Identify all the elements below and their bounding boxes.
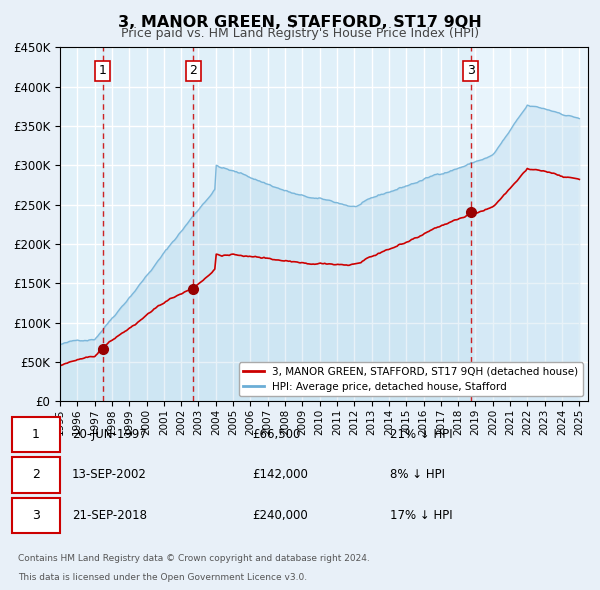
Text: 1: 1 [99, 64, 107, 77]
Text: 20-JUN-1997: 20-JUN-1997 [72, 428, 147, 441]
Text: £142,000: £142,000 [252, 468, 308, 481]
Text: 21% ↓ HPI: 21% ↓ HPI [390, 428, 452, 441]
Text: 3, MANOR GREEN, STAFFORD, ST17 9QH: 3, MANOR GREEN, STAFFORD, ST17 9QH [118, 15, 482, 30]
Text: 3: 3 [32, 509, 40, 522]
FancyBboxPatch shape [12, 457, 60, 493]
FancyBboxPatch shape [12, 498, 60, 533]
Text: 2: 2 [190, 64, 197, 77]
Text: Contains HM Land Registry data © Crown copyright and database right 2024.: Contains HM Land Registry data © Crown c… [18, 553, 370, 563]
FancyBboxPatch shape [12, 417, 60, 452]
Bar [103, 47, 193, 401]
Text: 17% ↓ HPI: 17% ↓ HPI [390, 509, 452, 522]
Text: 1: 1 [32, 428, 40, 441]
Text: This data is licensed under the Open Government Licence v3.0.: This data is licensed under the Open Gov… [18, 573, 307, 582]
Legend: 3, MANOR GREEN, STAFFORD, ST17 9QH (detached house), HPI: Average price, detache: 3, MANOR GREEN, STAFFORD, ST17 9QH (deta… [239, 362, 583, 396]
Bar [60, 47, 103, 401]
Text: Price paid vs. HM Land Registry's House Price Index (HPI): Price paid vs. HM Land Registry's House … [121, 27, 479, 40]
Text: 13-SEP-2002: 13-SEP-2002 [72, 468, 147, 481]
Text: 21-SEP-2018: 21-SEP-2018 [72, 509, 147, 522]
Text: 8% ↓ HPI: 8% ↓ HPI [390, 468, 445, 481]
Text: £240,000: £240,000 [252, 509, 308, 522]
Text: £66,500: £66,500 [252, 428, 301, 441]
Text: 3: 3 [467, 64, 475, 77]
Text: 2: 2 [32, 468, 40, 481]
Bar [193, 47, 470, 401]
